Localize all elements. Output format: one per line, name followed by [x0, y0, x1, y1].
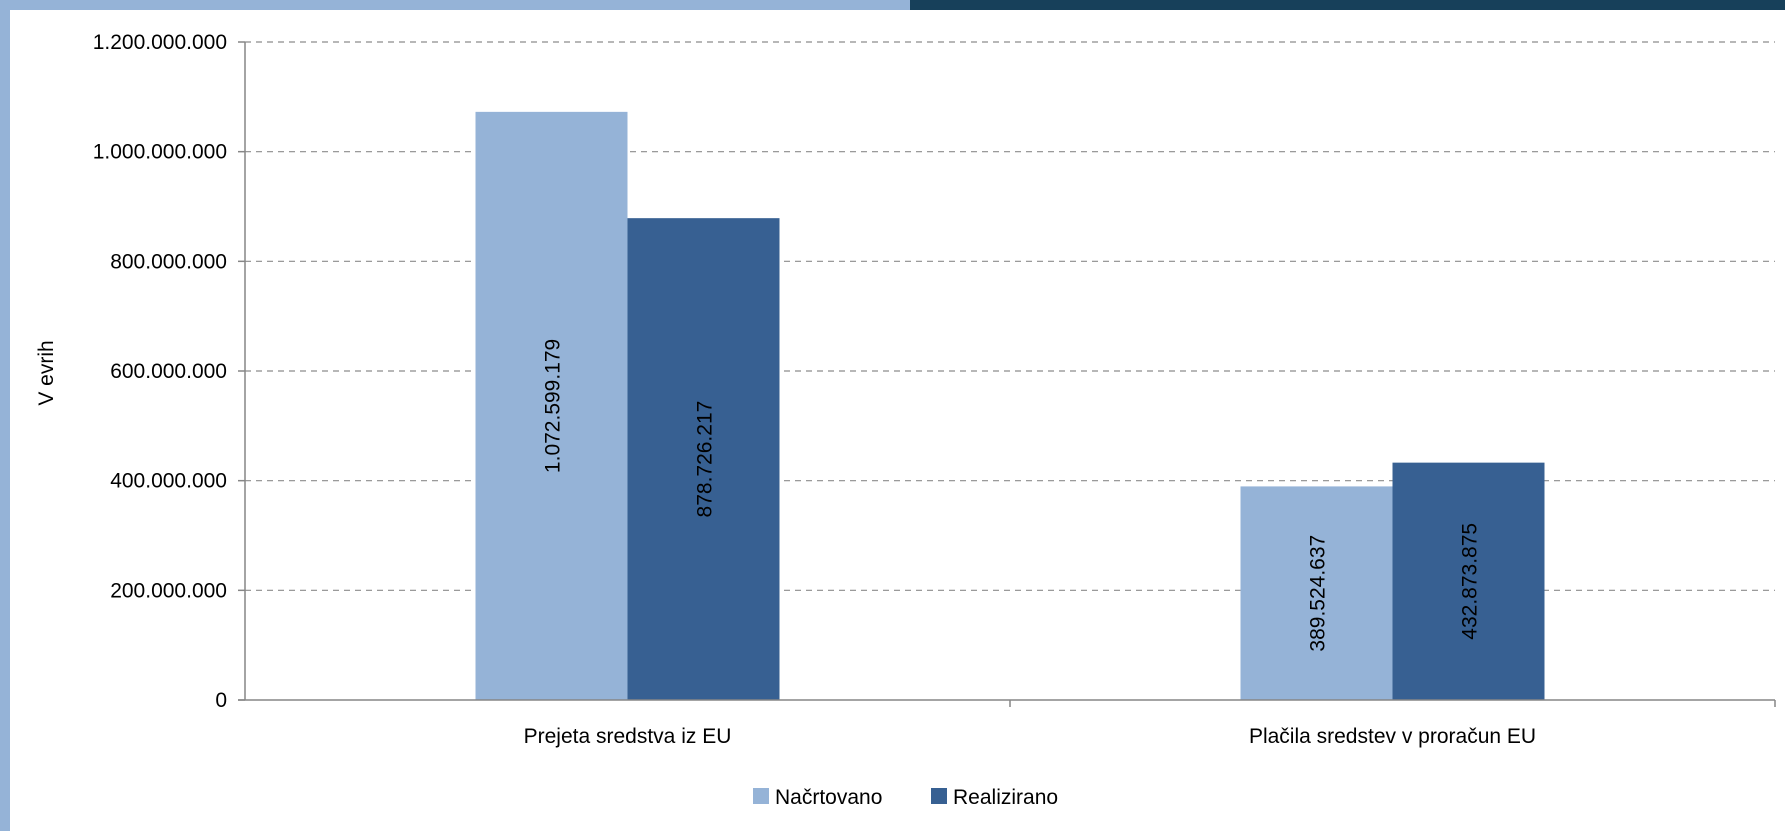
legend-label: Načrtovano [775, 786, 882, 809]
data-label: 432.873.875 [1459, 523, 1482, 640]
y-tick-label: 400.000.000 [110, 470, 227, 493]
gridlines [245, 41, 1775, 591]
y-axis-title: V evrih [35, 340, 58, 405]
y-tick-label: 1.000.000.000 [93, 141, 227, 164]
y-tick-label: 600.000.000 [110, 360, 227, 383]
bar [1240, 486, 1393, 700]
data-label: 878.726.217 [694, 401, 717, 518]
bars [475, 111, 1545, 701]
bar [627, 218, 780, 700]
y-tick-label: 200.000.000 [110, 579, 227, 602]
legend-label: Realizirano [953, 786, 1058, 809]
data-label: 1.072.599.179 [542, 339, 565, 473]
data-labels: 1.072.599.179 878.726.217 389.524.637 432.8… [542, 339, 1482, 652]
frame-top-bar-dark [910, 0, 1785, 10]
bar [1392, 462, 1545, 700]
legend: Načrtovano Realizirano [753, 786, 1058, 809]
y-tick-label: 800.000.000 [110, 250, 227, 273]
x-tick-label: Plačila sredstev v proračun EU [1249, 725, 1536, 748]
bar [475, 111, 628, 701]
frame-top-bar-light [0, 0, 910, 10]
frame-left-bar [0, 0, 10, 831]
x-tick-label: Prejeta sredstva iz EU [524, 725, 732, 748]
data-label: 389.524.637 [1307, 535, 1330, 652]
y-tick-label: 1.200.000.000 [93, 31, 227, 54]
legend-swatch [931, 788, 947, 804]
axes: 0 200.000.000 400.000.000 600.000.000 800.00… [93, 31, 1776, 748]
y-tick-label: 0 [215, 689, 227, 712]
legend-swatch [753, 788, 769, 804]
